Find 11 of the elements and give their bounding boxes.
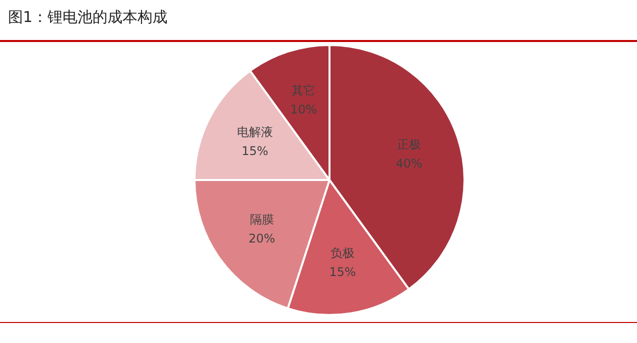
slice-label: 正极 xyxy=(397,137,422,152)
data-label: 40% xyxy=(396,156,422,170)
slice-label: 其它 xyxy=(292,84,316,98)
data-label: 15% xyxy=(329,264,356,279)
slice-label: 电解液 xyxy=(236,125,273,140)
slice-label: 负极 xyxy=(330,246,355,260)
data-label: 20% xyxy=(248,231,276,246)
data-label: 15% xyxy=(242,144,268,158)
chart-title: 图1：锂电池的成本构成 xyxy=(8,8,168,27)
slice-label: 隔膜 xyxy=(250,212,274,226)
data-label: 10% xyxy=(290,102,317,117)
